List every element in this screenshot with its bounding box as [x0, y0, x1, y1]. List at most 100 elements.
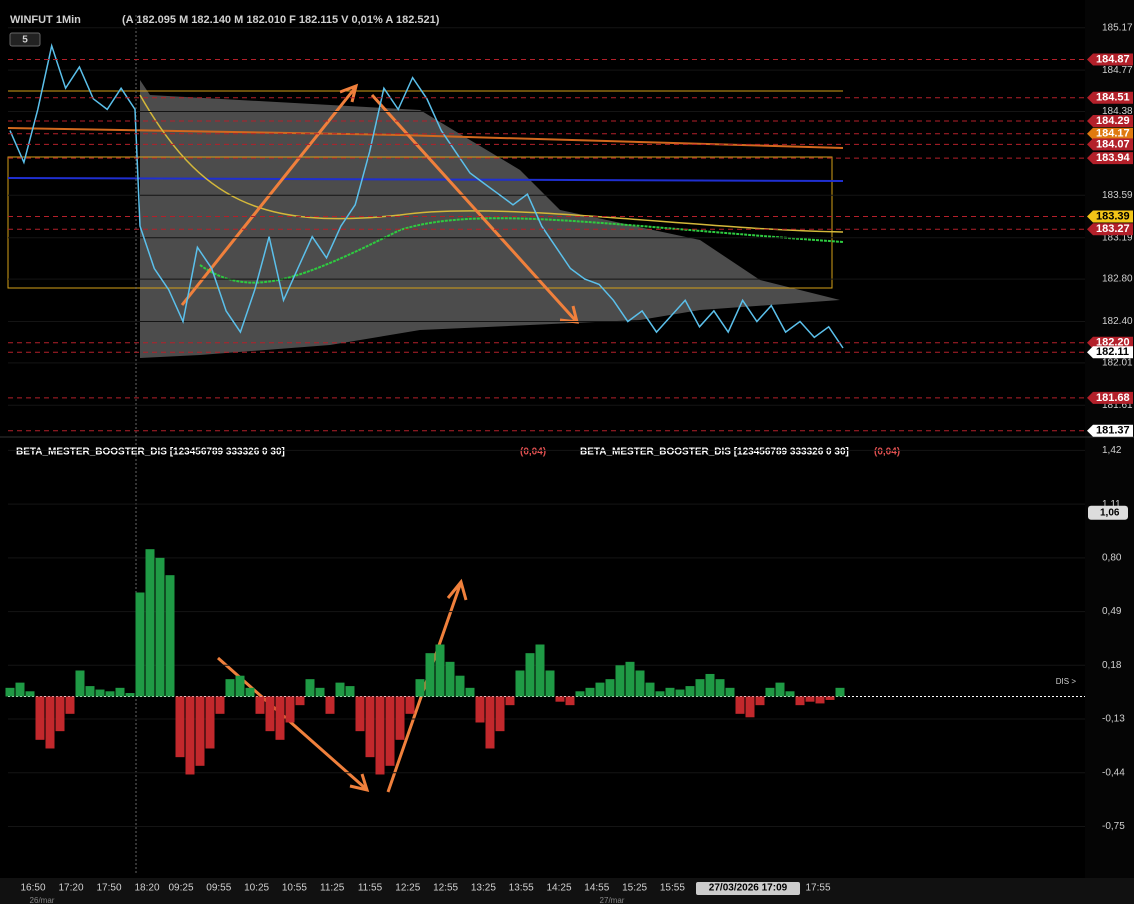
histogram-bar	[5, 687, 15, 697]
price-badge	[1087, 391, 1133, 404]
histogram-bar	[275, 696, 285, 740]
price-badge	[1087, 115, 1133, 128]
price-badge	[1087, 152, 1133, 165]
price-tick-label: 182.80	[1102, 274, 1133, 285]
histogram-bar	[475, 696, 485, 723]
price-line	[9, 42, 844, 349]
histogram-bar	[615, 665, 625, 697]
price-badge-label: 182.11	[1096, 346, 1129, 358]
histogram-bar	[265, 696, 275, 732]
time-label: 16:50	[20, 883, 45, 894]
cursor-date-box	[696, 882, 800, 895]
histogram-bar	[445, 661, 455, 697]
indicator-badge-label: 1,06	[1100, 507, 1120, 518]
indicator-tick-label: 0,80	[1102, 552, 1122, 563]
time-label: 10:55	[282, 883, 307, 894]
price-tick-label: 183.59	[1102, 190, 1133, 201]
day-label: 27/mar	[600, 896, 625, 904]
histogram-bar	[155, 557, 165, 697]
histogram-bar	[235, 675, 245, 697]
histogram-bar	[285, 696, 295, 723]
time-label: 13:55	[509, 883, 534, 894]
histogram-bar	[205, 696, 215, 749]
histogram-bar	[735, 696, 745, 714]
histogram-bar	[305, 679, 315, 697]
histogram-bar	[55, 696, 65, 732]
histogram-bar	[595, 682, 605, 697]
price-axis-panel	[1085, 0, 1134, 904]
price-badge-label: 181.68	[1096, 392, 1130, 404]
indicator-value: (0,04)	[874, 447, 900, 458]
time-label: 13:25	[471, 883, 496, 894]
histogram-bar	[385, 696, 395, 766]
time-label: 11:55	[358, 883, 383, 894]
indicator-tick-label: 1,11	[1102, 499, 1121, 510]
time-label: 14:25	[546, 883, 571, 894]
time-label: 15:55	[660, 883, 685, 894]
price-badge	[1087, 127, 1133, 140]
moving-average	[139, 94, 844, 233]
histogram-bar	[35, 696, 45, 740]
time-label: 27/03/2026 17:09	[709, 883, 788, 894]
time-label: 17:20	[58, 883, 83, 894]
histogram-bar	[835, 687, 845, 697]
indicator-title: BETA_MESTER_BOOSTER_DIS [123456789 33332…	[580, 447, 849, 458]
histogram-bar	[665, 687, 675, 697]
price-badge	[1087, 138, 1133, 151]
price-tick-label: 183.19	[1102, 232, 1133, 243]
histogram-bar	[325, 696, 335, 714]
histogram-bar	[755, 696, 765, 706]
zero-label: DIS >	[1056, 677, 1077, 686]
histogram-bar	[585, 687, 595, 697]
period-badge[interactable]: 5	[22, 35, 28, 46]
histogram-bar	[525, 653, 535, 697]
time-label: 18:20	[134, 883, 159, 894]
price-badge-label: 183.27	[1096, 223, 1130, 235]
price-badge-label: 184.07	[1096, 138, 1130, 150]
histogram-bar	[465, 687, 475, 697]
histogram-bar	[695, 679, 705, 697]
price-badge	[1087, 223, 1133, 236]
price-badge-label: 183.39	[1096, 210, 1130, 222]
histogram-bar	[725, 687, 735, 697]
quote: (A 182.095 M 182.140 M 182.010 F 182.115…	[122, 14, 440, 26]
time-label: 11:25	[320, 883, 345, 894]
time-axis	[0, 878, 1134, 904]
histogram-bar	[495, 696, 505, 732]
histogram-bar	[95, 689, 105, 697]
histogram-bar	[75, 670, 85, 697]
histogram-bar	[825, 696, 835, 700]
histogram-bar	[625, 661, 635, 697]
histogram-bar	[685, 686, 695, 697]
price-badge	[1087, 346, 1133, 359]
histogram-bar	[505, 696, 515, 706]
histogram-bar	[745, 696, 755, 718]
price-tick-label: 185.17	[1102, 22, 1133, 33]
price-badge-label: 181.37	[1096, 425, 1130, 437]
period-badge-box[interactable]	[9, 32, 41, 47]
price-badge	[1087, 210, 1133, 223]
indicator-tick-label: -0,13	[1102, 714, 1125, 725]
histogram-bar	[785, 691, 795, 697]
histogram-bar	[645, 682, 655, 697]
price-tick-label: 182.40	[1102, 316, 1133, 327]
time-label: 12:55	[433, 883, 458, 894]
histogram-bar	[145, 549, 155, 697]
histogram-bar	[185, 696, 195, 775]
price-badge-label: 183.94	[1096, 152, 1131, 164]
histogram-bar	[675, 689, 685, 697]
histogram-bar	[355, 696, 365, 732]
histogram-bar	[125, 693, 135, 697]
price-badge-label: 184.29	[1096, 115, 1130, 127]
price-tick-label: 181.61	[1102, 400, 1133, 411]
histogram-bar	[515, 670, 525, 697]
histogram-bar	[245, 687, 255, 697]
moving-average	[199, 217, 844, 284]
indicator-tick-label: 0,49	[1102, 606, 1122, 617]
histogram-bar	[815, 696, 825, 704]
histogram-bar	[705, 673, 715, 697]
histogram-bar	[65, 696, 75, 714]
range-box	[7, 156, 833, 289]
histogram-bar	[715, 679, 725, 697]
